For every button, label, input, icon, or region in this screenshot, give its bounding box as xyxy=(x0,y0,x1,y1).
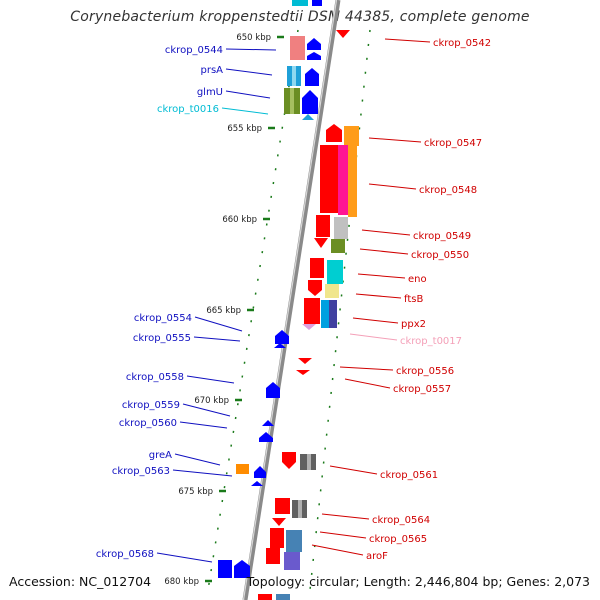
scale-layer: 650 kbp 655 kbp 660 kbp 665 kbp 670 kbp 675 k… xyxy=(164,33,284,587)
left-gene-label[interactable]: glmU xyxy=(197,87,223,98)
left-leader-line xyxy=(193,336,241,342)
right-label-layer: ckrop_0542 ckrop_0547 ckrop_0548 ckrop_0549… xyxy=(311,38,491,562)
right-leader-line xyxy=(355,293,402,299)
left-leader-line xyxy=(182,403,231,417)
right-gene-label[interactable]: ckrop_0565 xyxy=(369,534,427,545)
right-leader-line xyxy=(352,317,399,324)
right-gene-label[interactable]: ckrop_0550 xyxy=(411,250,469,261)
genome-title: Corynebacterium kroppenstedtii DSM 44385… xyxy=(70,9,530,25)
right-gene-label[interactable]: ckrop_0542 xyxy=(433,38,491,49)
left-gene-label[interactable]: ckrop_0555 xyxy=(133,333,191,344)
scale-label: 660 kbp xyxy=(222,215,257,225)
left-leader-line xyxy=(172,469,233,477)
left-gene-label[interactable]: ckrop_0563 xyxy=(112,466,170,477)
left-leader-line xyxy=(194,316,243,332)
genome-backbone xyxy=(242,0,341,600)
right-leader-line xyxy=(329,465,378,475)
scale-label: 675 kbp xyxy=(178,487,213,497)
left-leader-line xyxy=(156,552,213,563)
right-gene-label[interactable]: aroF xyxy=(366,551,388,562)
right-leader-line xyxy=(357,273,406,279)
left-gene-label[interactable]: greA xyxy=(149,450,172,461)
right-leader-line xyxy=(319,531,367,539)
right-gene-label[interactable]: ckrop_0557 xyxy=(393,384,451,395)
left-gene-label[interactable]: ckrop_t0016 xyxy=(157,104,219,115)
right-leader-line xyxy=(311,544,364,556)
right-gene-label[interactable]: ckrop_0556 xyxy=(396,366,454,377)
right-leader-line xyxy=(321,513,370,520)
right-leader-line xyxy=(344,378,391,389)
scale-label: 670 kbp xyxy=(194,396,229,406)
right-leader-line xyxy=(368,183,417,190)
left-label-layer: ckrop_0544 prsA glmU ckrop_t0016 ckrop_0554c… xyxy=(96,45,277,563)
right-gene-label[interactable]: ckrop_0549 xyxy=(413,231,471,242)
right-leader-line xyxy=(368,137,422,143)
right-gene-label[interactable]: ckrop_0561 xyxy=(380,470,438,481)
left-leader-line xyxy=(186,375,235,384)
right-leader-line xyxy=(361,229,411,236)
right-leader-line xyxy=(339,366,394,371)
genome-summary-text: Topology: circular; Length: 2,446,804 bp… xyxy=(246,574,590,589)
left-gene-label[interactable]: ckrop_0558 xyxy=(126,372,184,383)
right-gene-label[interactable]: ckrop_0547 xyxy=(424,138,482,149)
right-leader-line xyxy=(384,38,431,43)
left-leader-line xyxy=(221,107,269,115)
right-leader-line xyxy=(359,248,409,255)
scale-label: 650 kbp xyxy=(236,33,271,43)
right-gene-label[interactable]: eno xyxy=(408,274,427,285)
left-leader-line xyxy=(225,48,277,51)
right-gene-label[interactable]: ckrop_t0017 xyxy=(400,336,462,347)
left-gene-label[interactable]: ckrop_0560 xyxy=(119,418,177,429)
accession-text: Accession: NC_012704 xyxy=(9,574,152,589)
right-gene-label[interactable]: ppx2 xyxy=(401,319,426,330)
left-leader-line xyxy=(225,68,273,76)
right-gene-label[interactable]: ckrop_0564 xyxy=(372,515,430,526)
left-gene-label[interactable]: prsA xyxy=(200,65,223,76)
left-gene-label[interactable]: ckrop_0559 xyxy=(122,400,180,411)
left-gene-label[interactable]: ckrop_0568 xyxy=(96,549,154,560)
left-gene-label[interactable]: ckrop_0544 xyxy=(165,45,223,56)
left-leader-line xyxy=(174,453,221,466)
scale-label: 665 kbp xyxy=(206,306,241,316)
left-gene-label[interactable]: ckrop_0554 xyxy=(134,313,192,324)
scale-label: 655 kbp xyxy=(227,124,262,134)
scale-label: 680 kbp xyxy=(164,577,199,587)
left-leader-line xyxy=(179,421,228,429)
right-gene-label[interactable]: ftsB xyxy=(404,294,423,305)
left-leader-line xyxy=(225,90,271,99)
right-leader-line xyxy=(349,333,398,341)
right-gene-label[interactable]: ckrop_0548 xyxy=(419,185,477,196)
